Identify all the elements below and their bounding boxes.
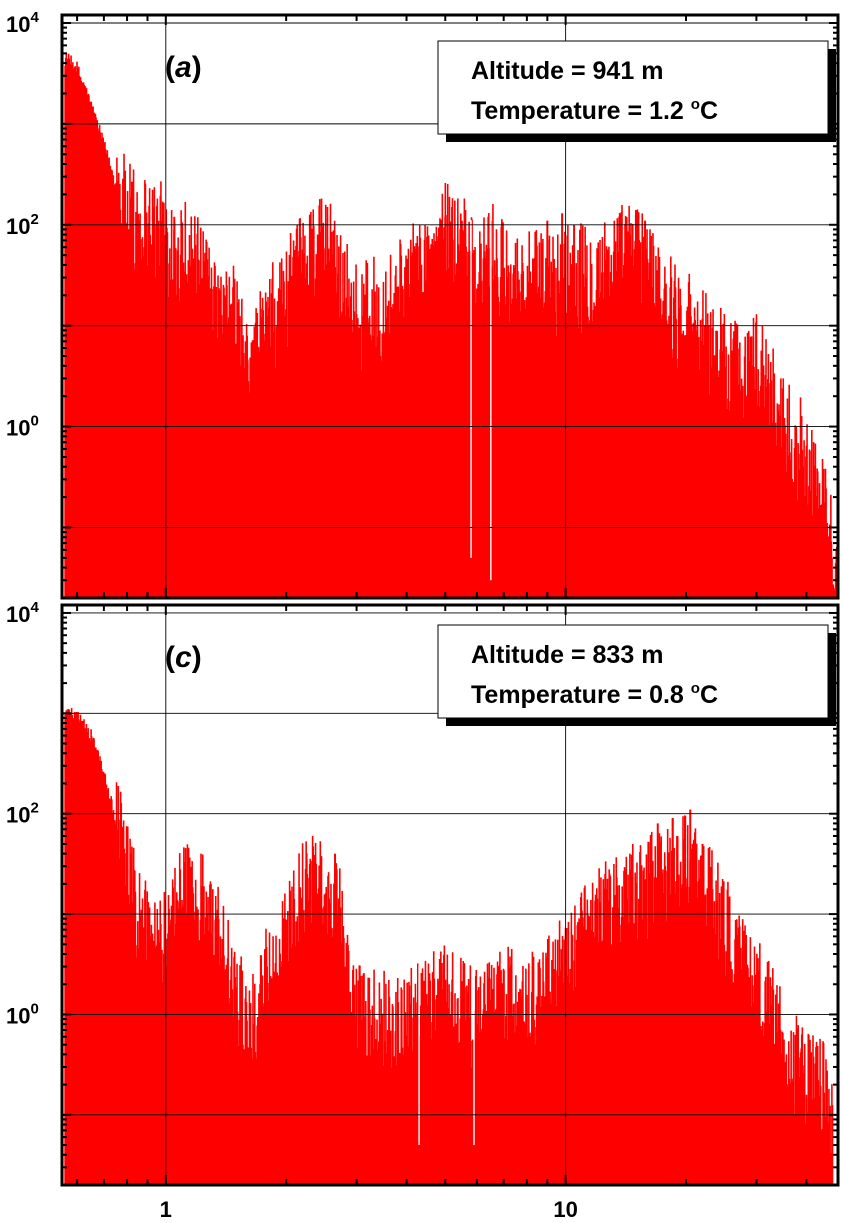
annotation-panel bbox=[437, 624, 829, 719]
y-tick-label: 100 bbox=[6, 413, 39, 441]
temperature-text: Temperature = 0.8 oC bbox=[471, 680, 718, 709]
annotation-box: Altitude = 941 m Temperature = 1.2 oC bbox=[437, 40, 836, 142]
spectrum-series bbox=[64, 52, 838, 598]
y-tick-label: 104 bbox=[6, 9, 39, 37]
spectrum-area bbox=[65, 768, 833, 1185]
plot-frame bbox=[60, 603, 840, 1187]
spectrum-series bbox=[64, 708, 834, 1185]
altitude-text: Altitude = 833 m bbox=[471, 641, 663, 669]
y-tick-label: 104 bbox=[6, 599, 39, 627]
temperature-text: Temperature = 1.2 oC bbox=[471, 96, 718, 125]
panel-label: (a) bbox=[165, 51, 202, 84]
annotation-box: Altitude = 833 m Temperature = 0.8 oC bbox=[437, 624, 836, 726]
ticks bbox=[62, 15, 838, 599]
x-tick-label: 1 bbox=[160, 1197, 172, 1222]
y-tick-label: 102 bbox=[6, 211, 39, 239]
y-tick-label: 100 bbox=[6, 1000, 39, 1028]
altitude-text: Altitude = 941 m bbox=[471, 57, 663, 85]
ticks bbox=[62, 605, 838, 1186]
panel-label: (c) bbox=[165, 641, 202, 674]
grid bbox=[62, 605, 838, 1185]
panel-a: 104 102 100 (a) Altitude = 941 m Temperature … bbox=[6, 9, 840, 600]
panel-c: 104 102 100 1 10 (c) Altitude = 833 m Temperatu… bbox=[6, 599, 840, 1222]
x-tick-label: 10 bbox=[553, 1197, 577, 1222]
y-tick-label: 102 bbox=[6, 800, 39, 828]
annotation-panel bbox=[437, 40, 829, 135]
plot-frame bbox=[60, 13, 840, 600]
